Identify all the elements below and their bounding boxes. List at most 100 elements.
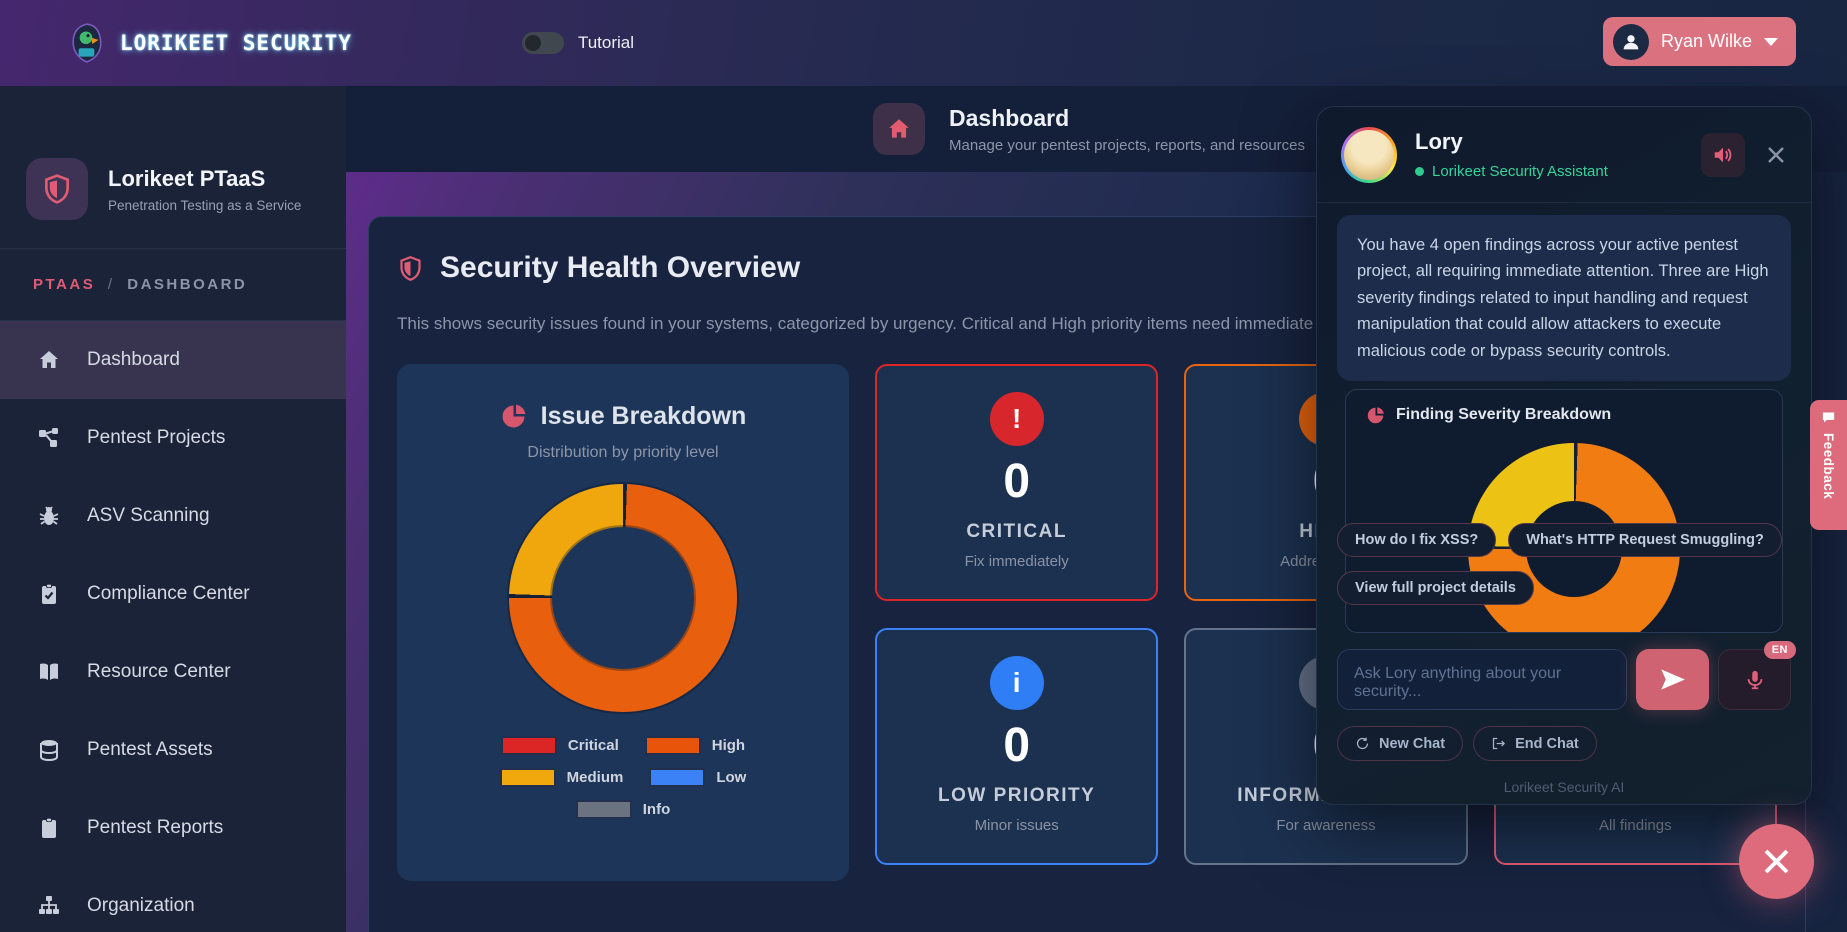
quick-action-fix-xss[interactable]: How do I fix XSS? bbox=[1337, 522, 1497, 557]
breadcrumb-page: DASHBOARD bbox=[127, 276, 248, 293]
parrot-logo-icon bbox=[72, 23, 102, 63]
quick-action-project-details[interactable]: View full project details bbox=[1337, 570, 1534, 605]
low-count: 0 bbox=[1003, 719, 1031, 772]
sidebar-brand-icon-box bbox=[26, 158, 88, 220]
feedback-tab[interactable]: Feedback bbox=[1810, 400, 1847, 530]
chat-close-button[interactable] bbox=[1761, 140, 1791, 170]
chat-fab-close-button[interactable] bbox=[1739, 824, 1814, 899]
chat-input-zone: EN New Chat End Chat Lorikeet Security A… bbox=[1317, 635, 1811, 795]
refresh-icon bbox=[1356, 737, 1369, 750]
sidebar-item-asv-scanning[interactable]: ASV Scanning bbox=[0, 477, 346, 555]
end-chat-button[interactable]: End Chat bbox=[1473, 726, 1597, 761]
page-header-text: Dashboard Manage your pentest projects, … bbox=[949, 105, 1305, 154]
sidebar-brand-title: Lorikeet PTaaS bbox=[108, 165, 266, 191]
sidebar-item-label: Dashboard bbox=[87, 349, 180, 370]
sidebar-item-pentest-assets[interactable]: Pentest Assets bbox=[0, 711, 346, 789]
sidebar-item-organization[interactable]: Organization bbox=[0, 867, 346, 932]
quick-actions-row-2: View full project details bbox=[1337, 570, 1791, 605]
sidebar-brand-text: Lorikeet PTaaS Penetration Testing as a … bbox=[108, 166, 301, 213]
breadcrumb: PTAAS / DASHBOARD bbox=[0, 249, 346, 321]
lory-avatar bbox=[1341, 126, 1397, 183]
send-button[interactable] bbox=[1636, 649, 1710, 710]
sidebar-item-label: Compliance Center bbox=[87, 583, 250, 604]
sidebar-item-label: Pentest Projects bbox=[87, 427, 226, 448]
pie-chart-icon bbox=[502, 404, 525, 428]
quick-action-http-smuggling[interactable]: What's HTTP Request Smuggling? bbox=[1508, 522, 1782, 557]
sidebar-item-label: Organization bbox=[87, 895, 195, 916]
chat-identity: Lory Lorikeet Security Assistant bbox=[1415, 129, 1701, 180]
feedback-label: Feedback bbox=[1821, 433, 1836, 500]
legend-item-medium: Medium bbox=[499, 768, 624, 787]
legend-label: Info bbox=[642, 801, 671, 818]
page-title: Dashboard bbox=[949, 104, 1070, 131]
pie-chart-icon bbox=[1367, 407, 1384, 424]
sidebar-item-pentest-projects[interactable]: Pentest Projects bbox=[0, 399, 346, 477]
shield-icon bbox=[45, 174, 69, 204]
legend-swatch-info bbox=[575, 800, 632, 819]
chat-header: Lory Lorikeet Security Assistant bbox=[1317, 107, 1811, 203]
brand-logo[interactable]: LORIKEET SECURITY bbox=[66, 22, 352, 64]
low-priority-card: i 0 LOW PRIORITY Minor issues bbox=[875, 628, 1159, 865]
sitemap-icon bbox=[39, 896, 59, 914]
sidebar-item-label: ASV Scanning bbox=[87, 505, 210, 526]
issue-breakdown-donut bbox=[509, 484, 737, 712]
clipboard-check-icon bbox=[42, 584, 56, 604]
issue-breakdown-subtitle: Distribution by priority level bbox=[527, 444, 719, 461]
speaker-button[interactable] bbox=[1701, 132, 1745, 177]
finding-severity-card: Finding Severity Breakdown bbox=[1345, 388, 1783, 633]
breadcrumb-section[interactable]: PTAAS bbox=[33, 276, 96, 293]
total-subtitle: All findings bbox=[1599, 817, 1672, 834]
overview-description: This shows security issues found in your… bbox=[397, 314, 1388, 333]
assistant-name: Lory bbox=[1415, 129, 1463, 154]
legend-item-low: Low bbox=[649, 768, 746, 787]
speaker-icon bbox=[1714, 147, 1732, 162]
user-menu-button[interactable]: Ryan Wilke bbox=[1602, 17, 1796, 66]
chat-footer-brand: Lorikeet Security AI bbox=[1503, 779, 1625, 795]
quick-actions-row-1: How do I fix XSS? What's HTTP Request Sm… bbox=[1337, 522, 1791, 557]
critical-subtitle: Fix immediately bbox=[964, 553, 1069, 570]
tutorial-toggle-wrap: Tutorial bbox=[521, 32, 634, 54]
critical-card: ! 0 CRITICAL Fix immediately bbox=[875, 364, 1159, 601]
legend-label: High bbox=[711, 737, 746, 754]
lory-chat-panel: Lory Lorikeet Security Assistant You hav… bbox=[1316, 106, 1812, 805]
share-nodes-icon bbox=[39, 428, 58, 447]
finding-severity-title: Finding Severity Breakdown bbox=[1396, 406, 1612, 424]
legend-label: Low bbox=[716, 769, 747, 786]
legend-swatch-low bbox=[649, 768, 706, 787]
chat-bottom-actions: New Chat End Chat bbox=[1337, 726, 1791, 761]
toggle-knob bbox=[524, 35, 541, 51]
language-badge: EN bbox=[1763, 641, 1796, 659]
donut-hole bbox=[552, 527, 694, 669]
tutorial-toggle[interactable] bbox=[521, 32, 564, 54]
legend-item-info: Info bbox=[575, 800, 671, 819]
legend-item-high: High bbox=[644, 736, 746, 755]
page-header-icon-box bbox=[873, 103, 925, 155]
sidebar-item-pentest-reports[interactable]: Pentest Reports bbox=[0, 789, 346, 867]
new-chat-label: New Chat bbox=[1379, 735, 1446, 752]
legend-label: Medium bbox=[566, 769, 624, 786]
new-chat-button[interactable]: New Chat bbox=[1337, 726, 1464, 761]
shield-icon bbox=[400, 255, 421, 281]
paper-plane-icon bbox=[1661, 669, 1685, 690]
sidebar-item-resource-center[interactable]: Resource Center bbox=[0, 633, 346, 711]
user-avatar bbox=[1612, 23, 1649, 60]
sidebar-item-label: Pentest Reports bbox=[87, 817, 224, 838]
home-icon bbox=[889, 119, 909, 138]
mic-button[interactable]: EN bbox=[1718, 641, 1796, 710]
end-chat-label: End Chat bbox=[1515, 735, 1579, 752]
issue-breakdown-legend: Critical High Medium Low bbox=[468, 736, 778, 819]
assistant-message: You have 4 open findings across your act… bbox=[1337, 215, 1791, 381]
chat-input[interactable] bbox=[1337, 649, 1628, 710]
chevron-down-icon bbox=[1764, 37, 1778, 46]
close-icon bbox=[1764, 849, 1789, 874]
critical-label: CRITICAL bbox=[966, 521, 1067, 542]
sidebar-item-compliance-center[interactable]: Compliance Center bbox=[0, 555, 346, 633]
sidebar-item-dashboard[interactable]: Dashboard bbox=[0, 321, 346, 399]
low-label: LOW PRIORITY bbox=[938, 785, 1096, 806]
legend-swatch-high bbox=[644, 736, 701, 755]
clipboard-icon bbox=[42, 818, 56, 838]
logo-text: LORIKEET SECURITY bbox=[120, 31, 352, 55]
sidebar-item-label: Resource Center bbox=[87, 661, 231, 682]
chat-input-row: EN bbox=[1337, 641, 1796, 710]
